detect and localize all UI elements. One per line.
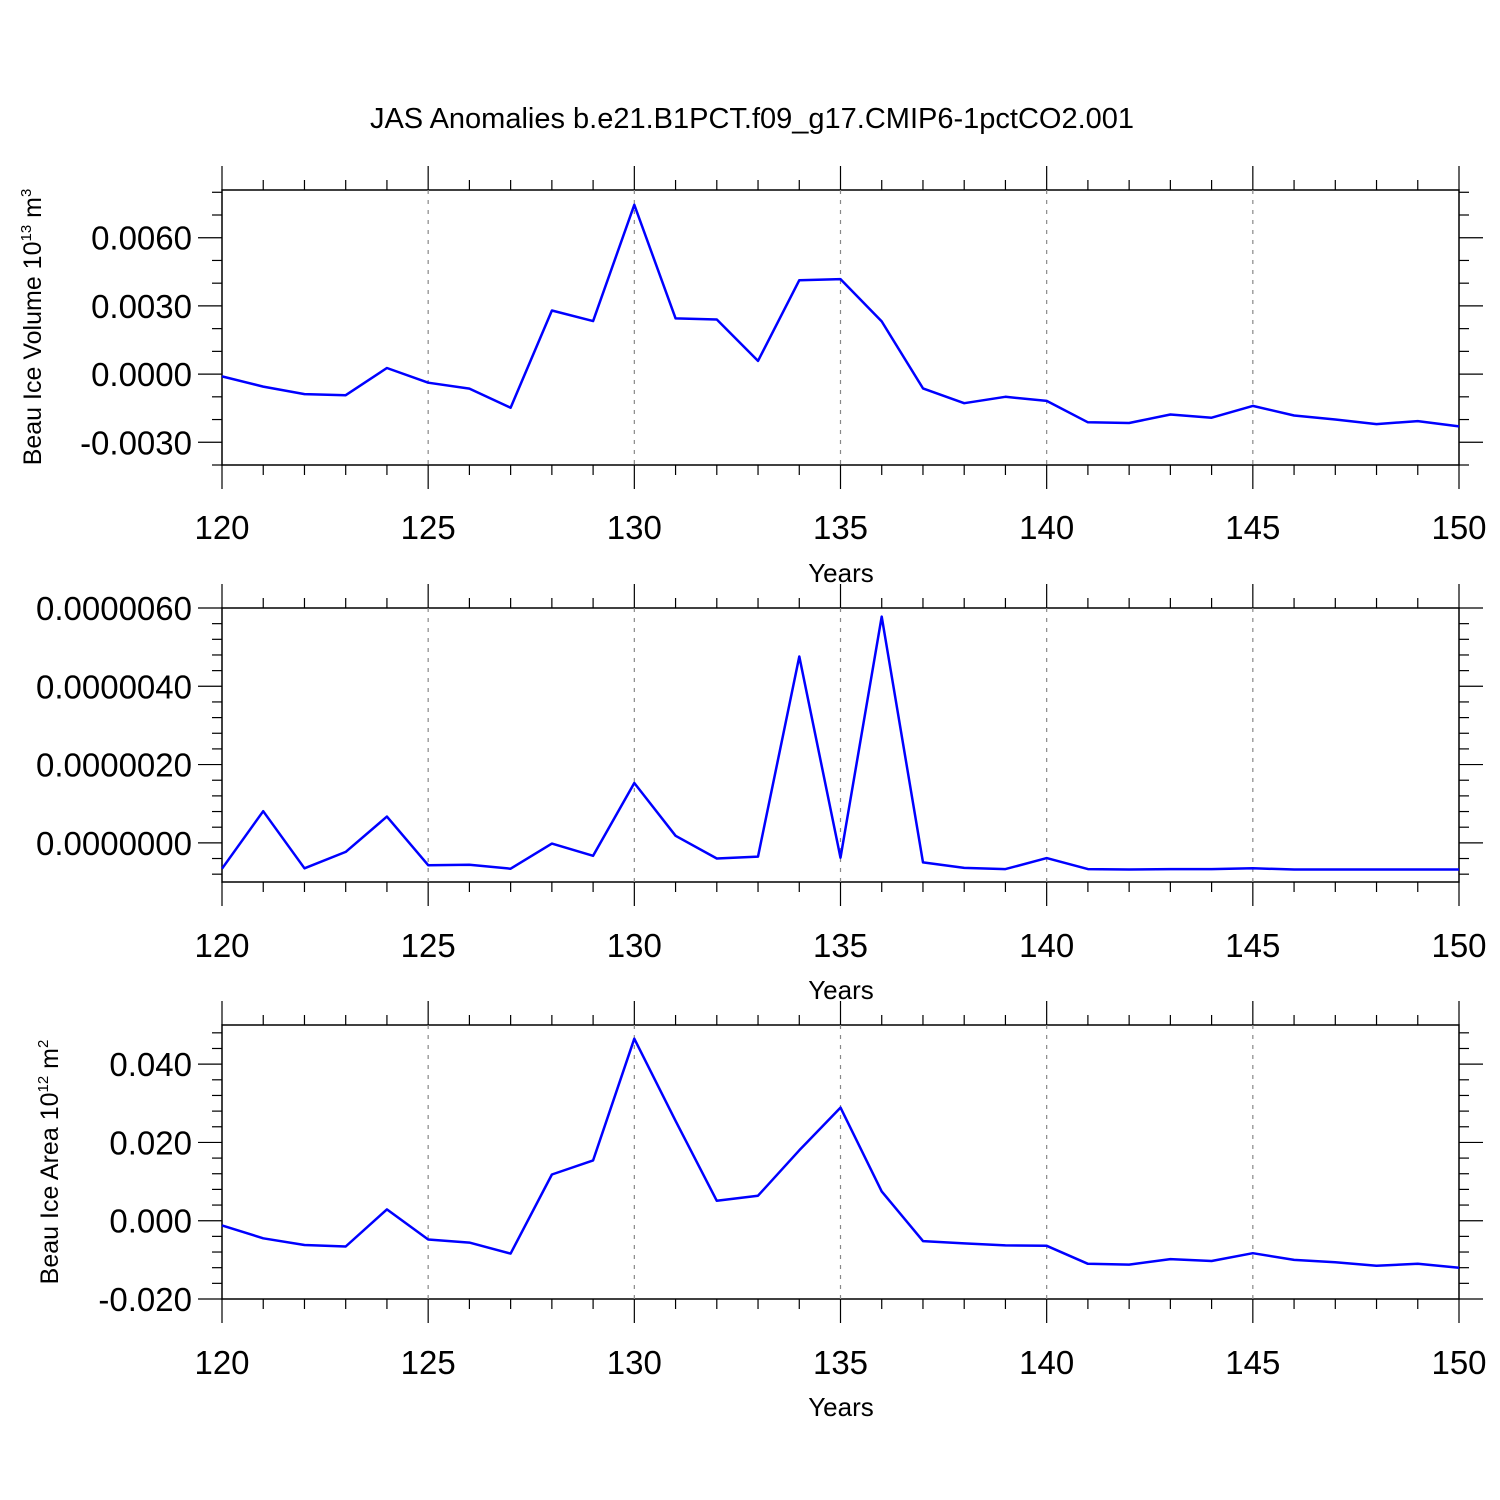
x-axis-label: Years [808, 1392, 874, 1422]
x-tick-labels: 120 125 130 135 140 145 150 [194, 509, 1486, 546]
x-tick-label: 125 [401, 509, 456, 546]
y-tick-label: 0.0060 [91, 220, 192, 257]
gridlines [427, 1025, 1254, 1299]
y-axis-label-exponent: 12 [35, 1076, 52, 1093]
series-line-ice-volume [221, 203, 1460, 428]
x-tick-labels: 120 125 130 135 140 145 150 [194, 927, 1486, 964]
y-tick-label: 0.0000000 [36, 825, 192, 862]
x-axis-label: Years [808, 975, 874, 1005]
panel-ice-volume: -0.0030 0.0000 0.0030 0.0060 120 125 130 135 14… [18, 166, 1487, 588]
y-tick-label: 0.0000020 [36, 747, 192, 784]
y-tick-label: -0.020 [98, 1281, 192, 1318]
y-axis-label-unit: m [36, 1048, 64, 1076]
y-tick-labels: -0.020 0.000 0.020 0.040 [98, 1046, 192, 1318]
series-line-middle [220, 615, 1459, 871]
y-tick-label: 0.0000040 [36, 668, 192, 705]
x-tick-label: 145 [1225, 1344, 1280, 1381]
x-tick-label: 130 [607, 927, 662, 964]
y-axis-label-unit-exponent: 2 [35, 1040, 52, 1048]
gridlines [427, 608, 1254, 882]
x-tick-label: 130 [607, 509, 662, 546]
x-tick-label: 125 [401, 927, 456, 964]
x-axis-label: Years [808, 558, 874, 588]
x-tick-label: 145 [1225, 509, 1280, 546]
panel-middle: 0.0000000 0.0000020 0.0000040 0.0000060 120… [36, 584, 1487, 1005]
x-tick-label: 150 [1431, 1344, 1486, 1381]
x-tick-label: 125 [401, 1344, 456, 1381]
y-tick-label: 0.0000060 [36, 590, 192, 627]
axis-ticks [198, 1001, 1483, 1323]
panel-ice-area: -0.020 0.000 0.020 0.040 120 125 130 135 140 145… [35, 1001, 1487, 1422]
x-tick-label: 145 [1225, 927, 1280, 964]
y-tick-labels: -0.0030 0.0000 0.0030 0.0060 [80, 220, 192, 462]
series-line-ice-area [221, 1037, 1460, 1269]
x-tick-label: 135 [813, 927, 868, 964]
y-tick-label: 0.040 [109, 1046, 192, 1083]
chart-title: JAS Anomalies b.e21.B1PCT.f09_g17.CMIP6-… [370, 103, 1134, 135]
x-tick-labels: 120 125 130 135 140 145 150 [194, 1344, 1486, 1381]
y-axis-label: Beau Ice Area 1012 m2 [35, 1040, 64, 1285]
x-tick-label: 120 [194, 927, 249, 964]
y-axis-label-exponent: 13 [18, 225, 35, 242]
x-tick-label: 140 [1019, 1344, 1074, 1381]
x-tick-label: 120 [194, 509, 249, 546]
x-tick-label: 120 [194, 1344, 249, 1381]
y-tick-label: -0.0030 [80, 424, 192, 461]
x-tick-label: 150 [1431, 509, 1486, 546]
y-tick-label: 0.0030 [91, 288, 192, 325]
y-axis-label: Beau Ice Volume 1013 m3 [18, 189, 47, 466]
x-tick-label: 140 [1019, 927, 1074, 964]
axis-ticks [198, 166, 1483, 489]
y-tick-label: 0.000 [109, 1203, 192, 1240]
x-tick-label: 150 [1431, 927, 1486, 964]
y-tick-labels: 0.0000000 0.0000020 0.0000040 0.0000060 [36, 590, 192, 862]
x-tick-label: 135 [813, 509, 868, 546]
y-axis-label-unit-exponent: 3 [18, 189, 35, 197]
y-tick-label: 0.0000 [91, 356, 192, 393]
y-axis-label-unit: m [19, 197, 47, 225]
y-axis-label-text: Beau Ice Volume 10 [19, 242, 47, 466]
x-tick-label: 135 [813, 1344, 868, 1381]
y-tick-label: 0.020 [109, 1124, 192, 1161]
x-tick-label: 130 [607, 1344, 662, 1381]
axis-ticks [198, 584, 1483, 906]
y-axis-label-text: Beau Ice Area 10 [36, 1093, 64, 1285]
x-tick-label: 140 [1019, 509, 1074, 546]
